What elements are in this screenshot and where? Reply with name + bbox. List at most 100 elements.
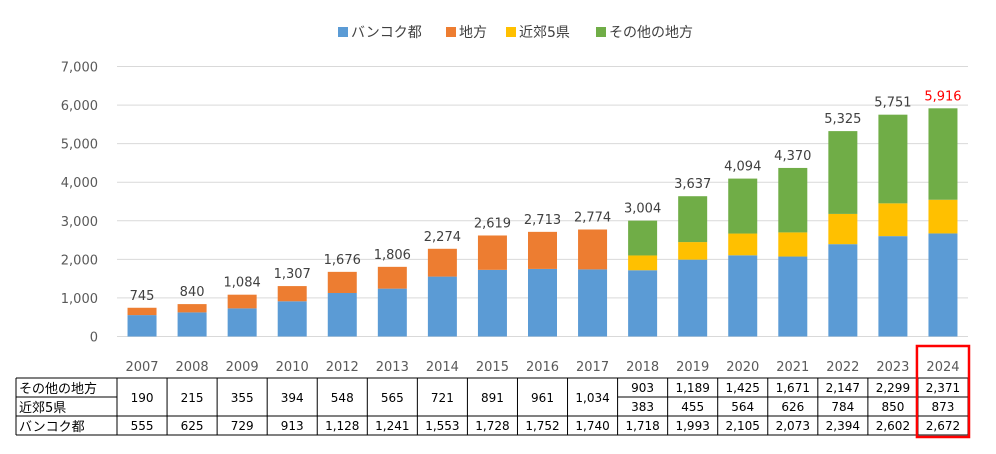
table-cell: 2,394 (826, 419, 860, 433)
total-label: 3,004 (624, 202, 661, 217)
x-axis: 2007 2008 2009 2010 2012 2013 2014 2015 2016 2017… (125, 360, 959, 375)
table-cell: 555 (131, 419, 154, 433)
bar-segment (828, 131, 858, 214)
table-cell: 784 (831, 400, 854, 414)
bar-segment (477, 235, 507, 270)
bar-segment (828, 213, 858, 245)
total-label: 1,307 (274, 267, 311, 282)
table-cell: 1,553 (425, 419, 459, 433)
table-cell: 625 (181, 419, 204, 433)
y-tick-label: 3,000 (61, 215, 98, 230)
bar-segment (227, 308, 257, 337)
x-tick-label: 2018 (626, 360, 659, 375)
bar-segment (678, 242, 708, 260)
table-cell: 1,993 (675, 419, 709, 433)
table-cell: 913 (281, 419, 304, 433)
table-cell: 455 (681, 400, 704, 414)
table-cell: 2,299 (876, 381, 910, 395)
total-labels: 745 840 1,084 1,307 1,676 1,806 2,274 2,619 2,71… (130, 89, 962, 303)
total-label: 1,084 (224, 276, 261, 291)
bar-segment (177, 312, 207, 337)
table-cell: 626 (781, 400, 804, 414)
bar-segment (327, 271, 357, 293)
x-tick-label: 2007 (125, 360, 158, 375)
bar-segment (728, 178, 758, 234)
total-label: 3,637 (674, 177, 711, 192)
table-cell: 2,672 (926, 419, 960, 433)
bar-segment (427, 248, 457, 277)
total-label: 2,619 (474, 216, 511, 231)
bar-segment (327, 292, 357, 337)
table-cell: 564 (731, 400, 754, 414)
table-row-label: 近郊5県 (19, 400, 66, 416)
total-label: 1,806 (374, 248, 411, 263)
table-cell: 1,728 (475, 419, 509, 433)
table-row-label: その他の地方 (19, 381, 97, 397)
bar-segment (377, 288, 407, 337)
total-label: 2,713 (524, 213, 561, 228)
table-cell: 1,189 (675, 381, 709, 395)
bar-segment (528, 231, 557, 269)
bar-segment (477, 269, 507, 337)
bar-segment (578, 269, 608, 337)
bar-segment (177, 304, 207, 313)
x-tick-label: 2019 (676, 360, 709, 375)
bar-segment (678, 196, 708, 243)
x-tick-label: 2015 (476, 360, 509, 375)
table-cell: 1,034 (575, 391, 609, 405)
bar-segment (728, 255, 758, 337)
table-cell: 2,073 (776, 419, 810, 433)
bar-segment (427, 276, 457, 337)
y-tick-label: 0 (90, 331, 98, 346)
legend-swatch (596, 27, 606, 37)
bars (127, 108, 958, 337)
total-label: 840 (180, 285, 205, 300)
bar-segment (828, 244, 858, 337)
legend-label: 近郊5県 (519, 24, 570, 41)
table-cell: 1,241 (375, 419, 409, 433)
total-label: 4,094 (724, 160, 761, 175)
bar-segment (628, 220, 658, 256)
bar-segment (127, 307, 157, 316)
table-cell: 383 (631, 400, 654, 414)
bar-segment (127, 315, 157, 337)
table-cell: 1,752 (525, 419, 559, 433)
x-tick-label: 2012 (326, 360, 359, 375)
bar-segment (277, 286, 307, 302)
table-cell: 1,718 (625, 419, 659, 433)
total-label: 5,916 (924, 89, 961, 104)
table-cell: 903 (631, 381, 654, 395)
bar-segment (227, 294, 257, 309)
y-tick-label: 4,000 (61, 176, 98, 191)
y-tick-label: 1,000 (61, 292, 98, 307)
table-cell: 2,105 (726, 419, 760, 433)
legend-swatch (446, 27, 456, 37)
x-tick-label: 2010 (276, 360, 309, 375)
total-label: 4,370 (774, 149, 811, 164)
table-cell: 548 (331, 391, 354, 405)
x-tick-label: 2022 (826, 360, 859, 375)
y-tick-label: 6,000 (61, 99, 98, 114)
x-tick-label: 2021 (776, 360, 809, 375)
legend-swatch (506, 27, 516, 37)
x-tick-label: 2023 (876, 360, 909, 375)
legend-label: バンコク都 (351, 25, 422, 41)
y-axis: 0 1,000 2,000 3,000 4,000 5,000 6,000 7,000 (61, 61, 98, 346)
table-cell: 2,147 (826, 381, 860, 395)
table-cell: 961 (531, 391, 554, 405)
x-tick-label: 2009 (226, 360, 259, 375)
table-cell: 1,740 (575, 419, 609, 433)
table-cell: 1,128 (325, 419, 359, 433)
x-tick-label: 2008 (176, 360, 209, 375)
total-label: 1,676 (324, 253, 361, 268)
bar-segment (778, 232, 808, 257)
bar-segment (878, 114, 908, 204)
legend-label: その他の地方 (609, 25, 693, 41)
bar-segment (928, 233, 958, 337)
bar-segment (928, 108, 958, 200)
legend-swatch (338, 27, 348, 37)
table-cell: 1,425 (726, 381, 760, 395)
x-tick-label: 2013 (376, 360, 409, 375)
y-tick-label: 7,000 (61, 61, 98, 76)
bar-segment (778, 167, 808, 233)
